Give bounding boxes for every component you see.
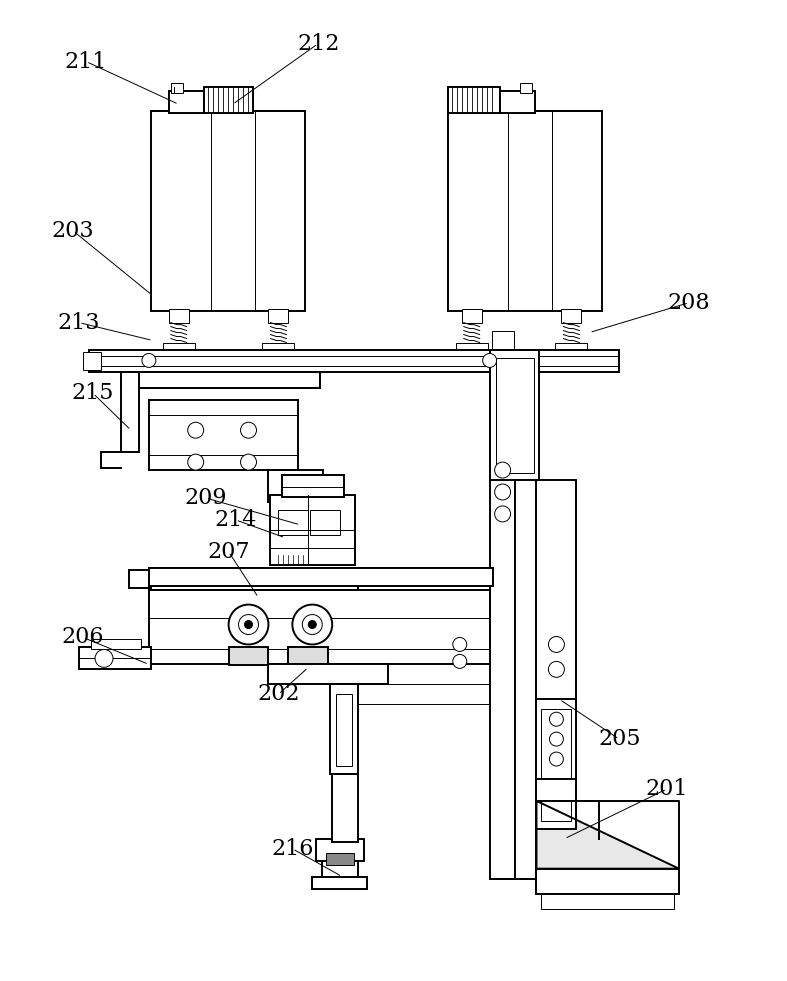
Circle shape xyxy=(142,353,156,368)
Bar xyxy=(456,342,488,350)
Bar xyxy=(168,91,204,114)
Bar xyxy=(316,839,364,860)
Bar xyxy=(541,709,571,821)
Circle shape xyxy=(95,649,113,667)
Bar xyxy=(163,342,194,350)
Bar xyxy=(288,647,328,665)
Circle shape xyxy=(292,604,332,645)
Bar xyxy=(537,868,679,894)
Text: 211: 211 xyxy=(65,50,107,73)
Bar xyxy=(91,640,141,649)
Bar xyxy=(83,352,101,371)
Circle shape xyxy=(495,462,511,478)
Bar xyxy=(556,342,587,350)
Bar xyxy=(496,358,534,473)
Bar xyxy=(312,877,367,889)
Polygon shape xyxy=(537,800,679,868)
Bar xyxy=(168,309,189,323)
Bar xyxy=(151,111,305,311)
Text: 206: 206 xyxy=(62,627,105,648)
Circle shape xyxy=(495,484,511,500)
Text: 201: 201 xyxy=(646,778,689,800)
Bar xyxy=(492,331,514,352)
Circle shape xyxy=(238,614,258,635)
Bar xyxy=(271,495,355,565)
Bar xyxy=(149,400,298,470)
Bar xyxy=(541,894,674,908)
Bar xyxy=(336,695,352,766)
Bar xyxy=(171,83,183,93)
Bar xyxy=(262,342,294,350)
Circle shape xyxy=(309,621,316,629)
Circle shape xyxy=(549,637,564,652)
Bar xyxy=(149,568,493,586)
Text: 208: 208 xyxy=(667,291,710,314)
Bar xyxy=(331,685,358,774)
Bar xyxy=(500,91,534,114)
Bar xyxy=(537,779,576,800)
Bar xyxy=(228,647,268,665)
Bar xyxy=(149,590,358,603)
Text: 215: 215 xyxy=(72,383,114,404)
Text: 202: 202 xyxy=(257,684,300,705)
Circle shape xyxy=(482,353,497,368)
Bar xyxy=(537,480,576,819)
Bar xyxy=(149,590,490,664)
Text: 214: 214 xyxy=(214,509,257,531)
Bar xyxy=(204,87,253,114)
Text: 203: 203 xyxy=(52,220,94,242)
Text: 213: 213 xyxy=(58,312,101,334)
Circle shape xyxy=(228,604,268,645)
Circle shape xyxy=(241,454,257,470)
Bar xyxy=(322,860,358,879)
Bar xyxy=(327,852,354,864)
Text: 209: 209 xyxy=(184,487,227,509)
Circle shape xyxy=(302,614,322,635)
Circle shape xyxy=(188,454,204,470)
Bar xyxy=(268,470,323,502)
Bar xyxy=(279,510,309,535)
Bar xyxy=(268,664,388,685)
Circle shape xyxy=(495,506,511,522)
Circle shape xyxy=(241,422,257,439)
Bar xyxy=(448,111,602,311)
Circle shape xyxy=(549,661,564,677)
Bar xyxy=(519,83,531,93)
Bar xyxy=(121,373,320,388)
Circle shape xyxy=(453,654,467,668)
Circle shape xyxy=(549,752,563,766)
Text: 212: 212 xyxy=(297,32,339,55)
Bar xyxy=(490,350,539,480)
Text: 207: 207 xyxy=(207,541,249,563)
Bar xyxy=(129,570,151,588)
Circle shape xyxy=(453,638,467,651)
Circle shape xyxy=(549,712,563,726)
Bar xyxy=(490,350,515,879)
Circle shape xyxy=(245,621,253,629)
Bar xyxy=(121,373,139,452)
Bar xyxy=(286,520,306,542)
Bar xyxy=(561,309,582,323)
Bar xyxy=(268,309,288,323)
Bar xyxy=(332,774,358,842)
Bar xyxy=(89,350,619,373)
Polygon shape xyxy=(537,800,679,868)
Bar xyxy=(283,475,344,497)
Bar xyxy=(310,510,340,535)
Bar xyxy=(149,568,358,590)
Bar xyxy=(279,502,313,520)
Text: 216: 216 xyxy=(272,838,313,859)
Circle shape xyxy=(549,732,563,747)
Bar xyxy=(79,647,151,669)
Bar xyxy=(515,350,537,879)
Bar xyxy=(462,309,482,323)
Circle shape xyxy=(188,422,204,439)
Text: 205: 205 xyxy=(598,728,641,750)
Bar xyxy=(448,87,500,114)
Bar xyxy=(537,699,576,829)
